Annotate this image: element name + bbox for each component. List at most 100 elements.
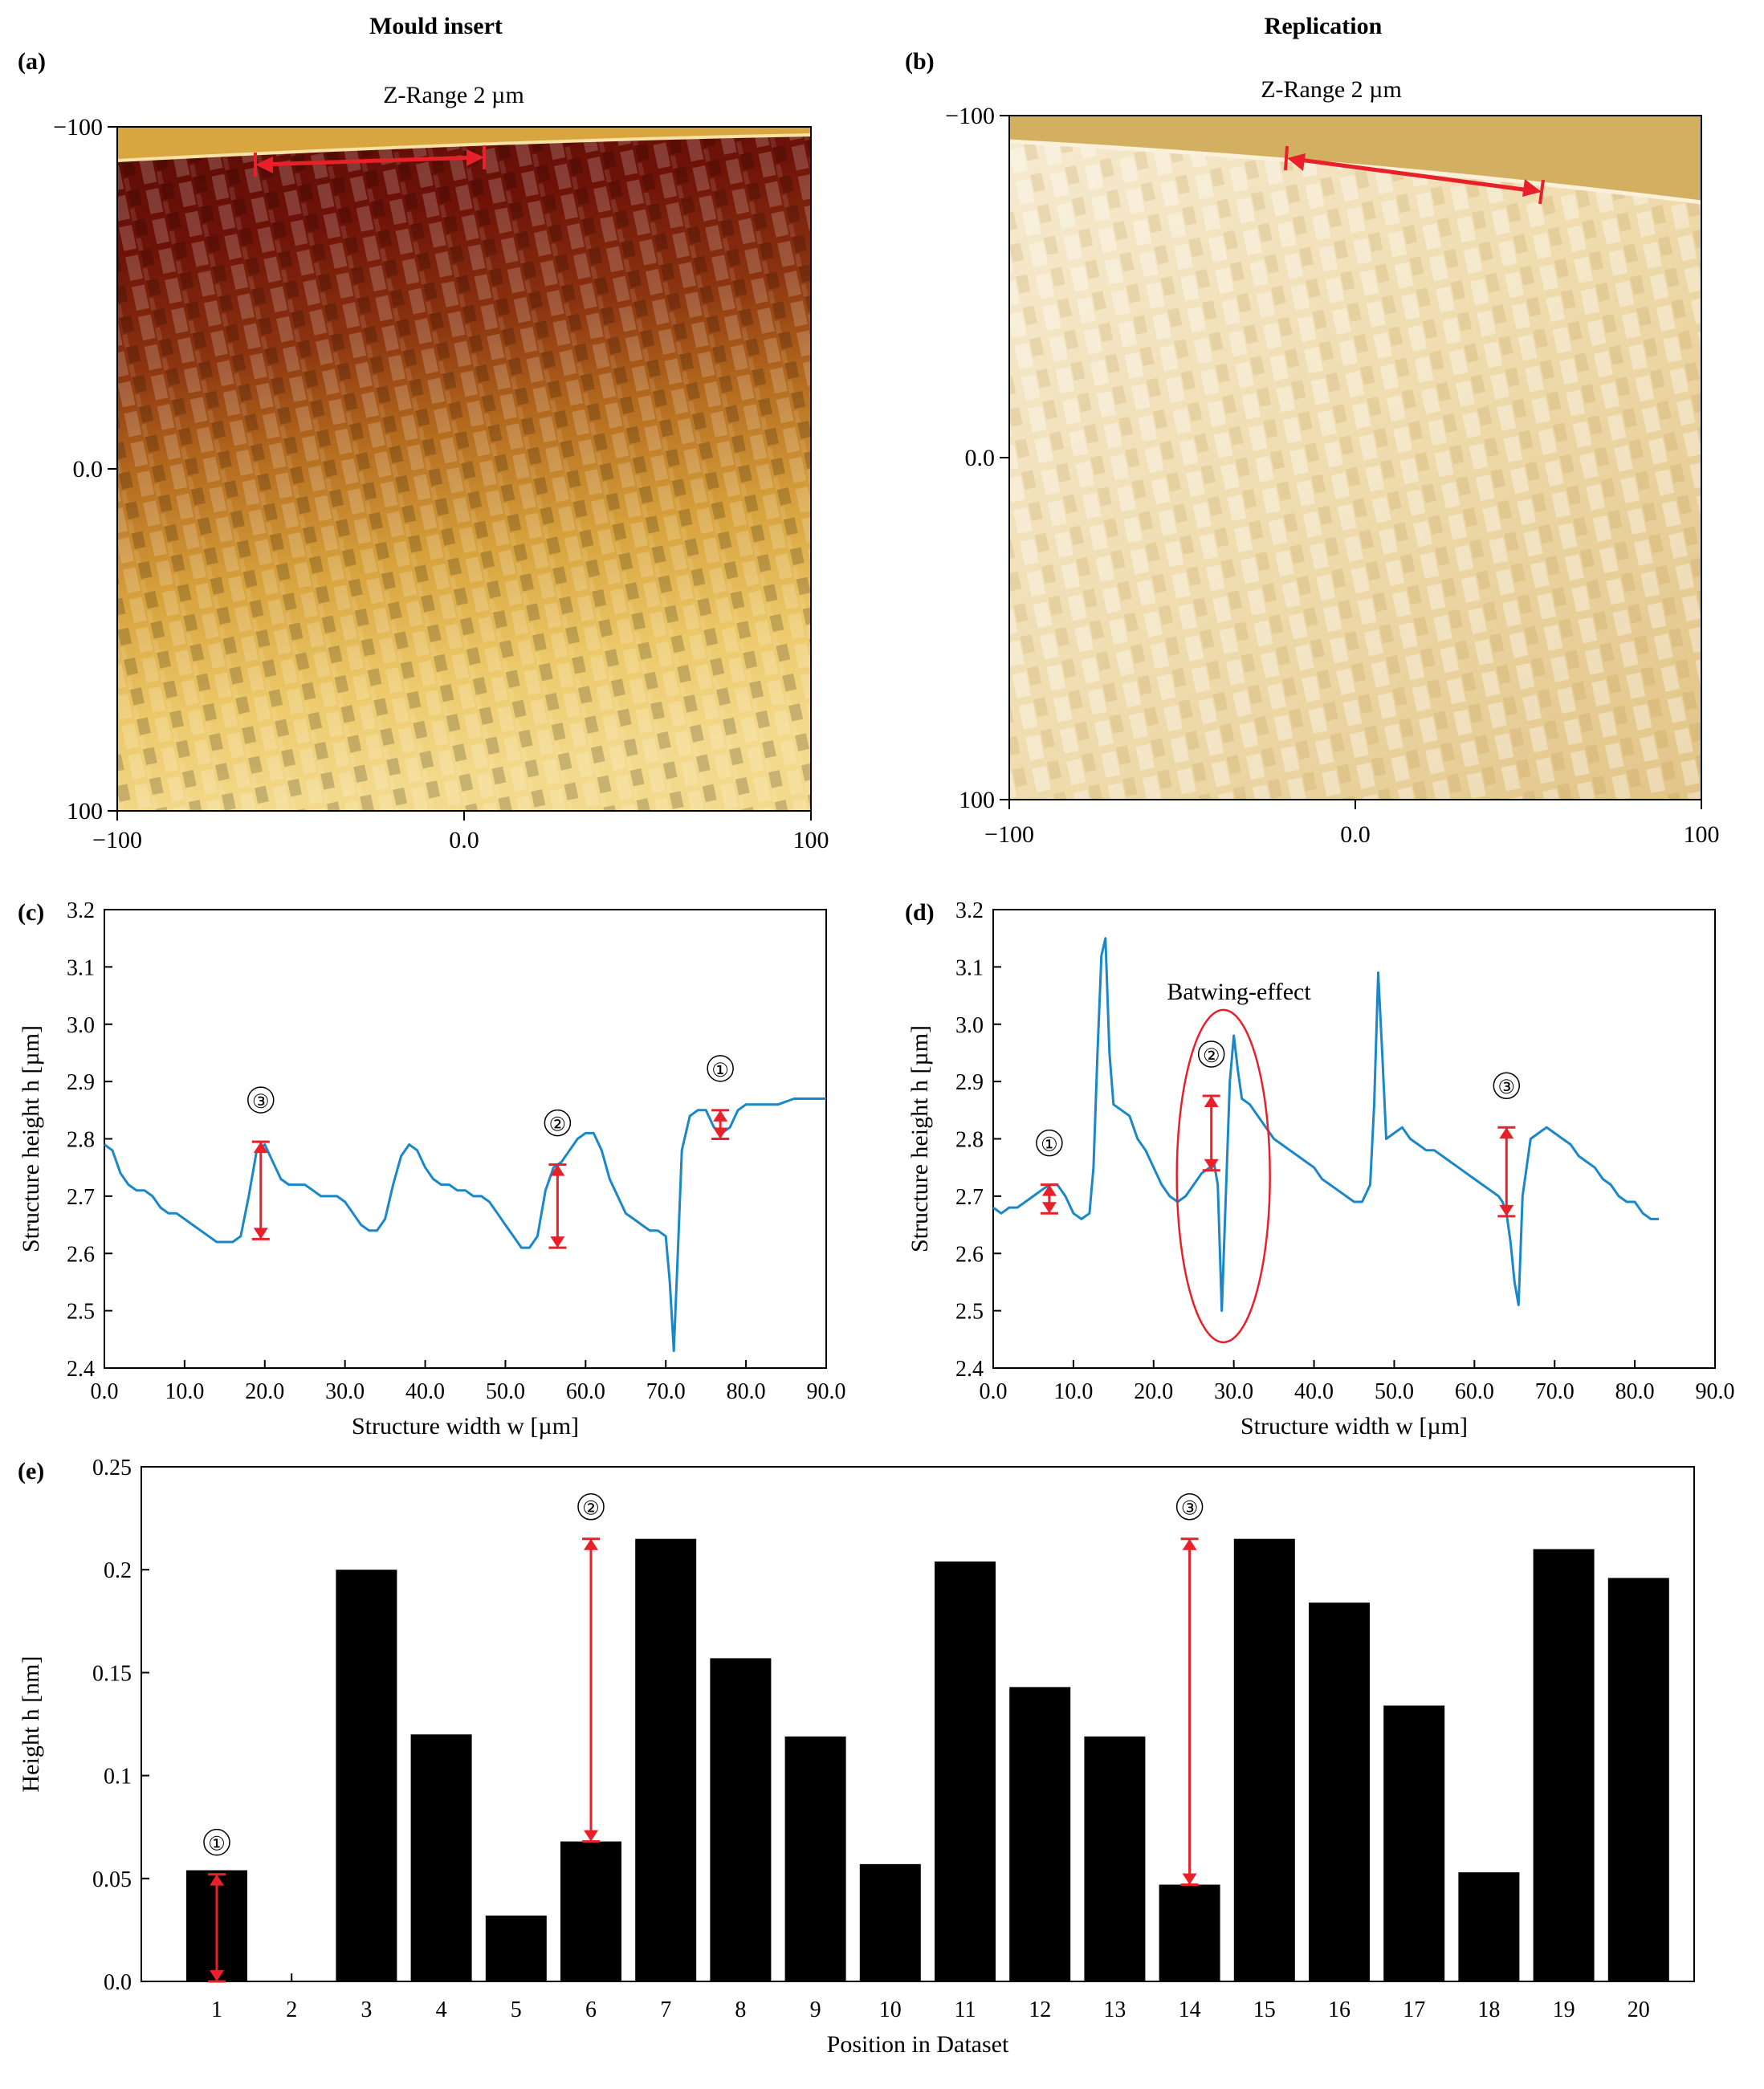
bar-13 <box>1084 1736 1146 1981</box>
x-tick-label: 10.0 <box>165 1379 204 1404</box>
marker-label-2: ② <box>1203 1046 1220 1067</box>
y-tick-label: 2.5 <box>67 1300 95 1325</box>
y-tick-label: 2.7 <box>67 1185 95 1210</box>
marker-arrowhead-bottom-3 <box>1499 1204 1514 1216</box>
marker-arrowhead-bottom-1 <box>713 1127 728 1139</box>
x-tick-label: 6 <box>585 1997 597 2022</box>
afm-image-replication <box>1008 116 1702 800</box>
bar-3 <box>336 1570 397 1981</box>
bar-5 <box>485 1915 547 1981</box>
x-axis-label: Position in Dataset <box>827 2031 1009 2058</box>
marker-label-3: ③ <box>1498 1077 1516 1098</box>
panel-label-d: (d) <box>905 899 935 926</box>
x-tick-label: 30.0 <box>325 1379 365 1404</box>
bar-14 <box>1159 1884 1220 1981</box>
y-tick-label: 2.6 <box>955 1242 984 1267</box>
x-tick-label: 90.0 <box>807 1379 846 1404</box>
x-tick-label: 5 <box>511 1997 522 2022</box>
bar-7 <box>635 1538 697 1981</box>
series-line-0 <box>992 937 1660 1313</box>
y-tick-label: 0.05 <box>92 1867 132 1892</box>
x-tick-label: 70.0 <box>1535 1379 1575 1404</box>
x-tick-label: 19 <box>1553 1997 1575 2022</box>
bar-8 <box>710 1658 772 1981</box>
y-tick-b-bottom: 100 <box>959 787 995 813</box>
marker-label-1: ① <box>208 1834 226 1855</box>
marker-label-2: ② <box>582 1499 600 1520</box>
y-tick-b-mid: 0.0 <box>965 445 996 471</box>
x-tick-label: 80.0 <box>1615 1379 1655 1404</box>
x-tick-a-right: 100 <box>793 827 829 853</box>
y-tick-label: 3.2 <box>67 898 95 923</box>
x-tick-label: 10 <box>879 1997 902 2022</box>
zrange-label-b: Z-Range 2 µm <box>1261 76 1402 103</box>
x-tick-b-mid: 0.0 <box>1340 821 1371 848</box>
x-tick-label: 12 <box>1029 1997 1051 2022</box>
marker-arrowhead-top-2 <box>550 1164 565 1176</box>
x-tick-label: 16 <box>1328 1997 1350 2022</box>
y-tick-label: 2.9 <box>67 1070 95 1095</box>
x-tick-a-left: −100 <box>92 827 142 853</box>
x-tick-b-right: 100 <box>1684 821 1720 848</box>
marker-arrowhead-bottom-2 <box>1204 1159 1219 1171</box>
marker-arrowhead-top-1 <box>210 1874 224 1886</box>
x-tick-label: 80.0 <box>727 1379 766 1404</box>
x-tick-label: 40.0 <box>405 1379 445 1404</box>
bar-19 <box>1533 1549 1595 1981</box>
marker-label-3: ③ <box>252 1092 270 1113</box>
bar-15 <box>1233 1538 1295 1981</box>
y-tick-label: 3.2 <box>955 898 984 923</box>
marker-label-circle-3 <box>247 1086 275 1114</box>
x-tick-label: 13 <box>1103 1997 1126 2022</box>
marker-arrowhead-bottom-2 <box>584 1830 598 1842</box>
marker-arrowhead-top-3 <box>253 1142 268 1154</box>
panel-label-b: (b) <box>905 48 935 75</box>
bar-17 <box>1383 1705 1445 1981</box>
x-axis-label: Structure width w [µm] <box>352 1413 579 1439</box>
x-tick-label: 60.0 <box>1455 1379 1494 1404</box>
x-tick-label: 3 <box>361 1997 372 2022</box>
x-tick-label: 0.0 <box>91 1379 119 1404</box>
y-tick-label: 3.1 <box>67 955 95 980</box>
bar-9 <box>784 1736 846 1981</box>
x-tick-label: 17 <box>1403 1997 1425 2022</box>
marker-arrowhead-top-1 <box>713 1110 728 1122</box>
x-tick-label: 4 <box>436 1997 447 2022</box>
y-tick-b-top: −100 <box>945 103 995 129</box>
x-tick-label: 40.0 <box>1294 1379 1334 1404</box>
scale-arrow-a <box>254 145 486 177</box>
x-tick-label: 10.0 <box>1053 1379 1093 1404</box>
y-tick-label: 0.0 <box>104 1970 132 1995</box>
marker-label-circle-3 <box>1175 1492 1204 1521</box>
chart-d-line-profile-replication: 0.0 10.0 20.0 30.0 40.0 50.0 60.0 70.0 80.0 90.0 2… <box>906 898 1735 1439</box>
batwing-ellipse <box>1175 1008 1271 1344</box>
x-tick-label: 7 <box>660 1997 671 2022</box>
y-tick-a-bottom: 100 <box>67 798 103 825</box>
panel-label-a: (a) <box>18 48 46 75</box>
x-tick-label: 14 <box>1179 1997 1201 2022</box>
marker-label-circle-2 <box>544 1109 572 1137</box>
y-tick-label: 3.0 <box>67 1013 95 1038</box>
marker-arrowhead-bottom-1 <box>210 1970 224 1981</box>
series-line-0 <box>104 1097 826 1353</box>
x-tick-label: 20.0 <box>245 1379 284 1404</box>
marker-label-circle-3 <box>1493 1072 1521 1099</box>
marker-label-3: ③ <box>1181 1499 1199 1520</box>
batwing-annotation: Batwing-effect <box>1167 979 1311 1005</box>
y-tick-label: 2.4 <box>67 1357 95 1382</box>
y-tick-label: 3.0 <box>955 1013 984 1038</box>
marker-arrowhead-top-3 <box>1499 1127 1514 1139</box>
chart-c-line-profile-mould: 0.0 10.0 20.0 30.0 40.0 50.0 60.0 70.0 80.0 90.0 2… <box>18 898 846 1439</box>
x-tick-label: 50.0 <box>1375 1379 1414 1404</box>
x-tick-label: 2 <box>286 1997 297 2022</box>
x-tick-label: 8 <box>735 1997 746 2022</box>
zrange-label-a: Z-Range 2 µm <box>383 82 524 108</box>
marker-arrowhead-bottom-1 <box>1041 1202 1057 1214</box>
x-tick-b-left: −100 <box>984 821 1034 848</box>
afm-image-mould-insert <box>116 127 812 811</box>
y-tick-label: 2.9 <box>955 1070 984 1095</box>
y-tick-a-mid: 0.0 <box>73 456 104 483</box>
scale-arrow-b <box>1284 145 1545 205</box>
y-tick-label: 0.15 <box>92 1661 132 1686</box>
